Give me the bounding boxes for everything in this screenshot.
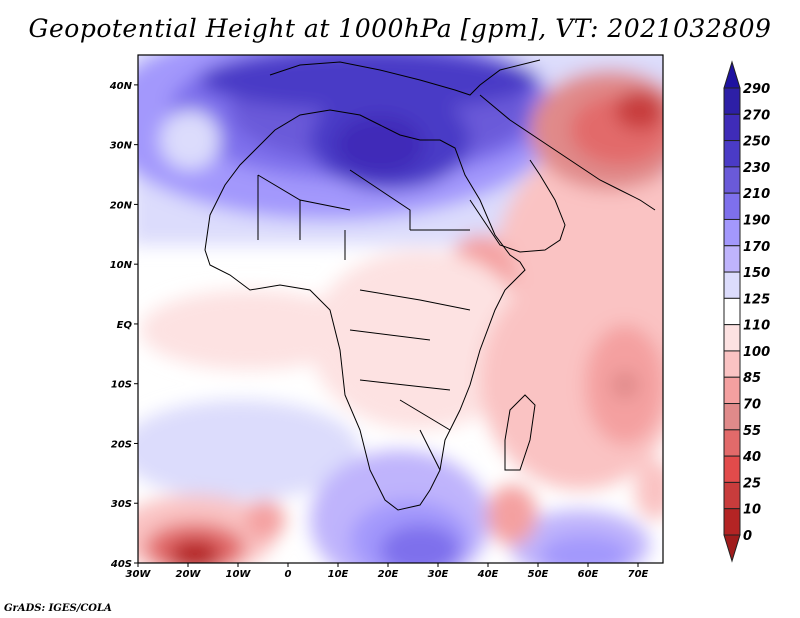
coastlines xyxy=(204,59,656,511)
x-tick-label: 30W xyxy=(126,569,152,580)
y-tick-label: EQ xyxy=(117,320,133,331)
colorbar-label: 210 xyxy=(743,187,770,202)
colorbar-swatch xyxy=(723,140,741,168)
y-axis: 40N 30N 20N 10N EQ 10S 20S 30S 40S xyxy=(109,81,138,570)
colorbar-label: 10 xyxy=(743,503,761,518)
colorbar-swatch xyxy=(723,245,741,273)
colorbar-swatch xyxy=(723,113,741,142)
colorbar-label: 25 xyxy=(743,476,761,491)
y-tick-label: 40S xyxy=(110,559,132,570)
y-tick-label: 20N xyxy=(110,200,133,211)
y-tick-label: 20S xyxy=(111,439,132,450)
x-axis: 30W 20W 10W 0 10E 20E 30E 40E 50E 60E 70E xyxy=(126,563,649,580)
colorbar-swatch xyxy=(723,403,741,431)
grads-credit: GrADS: IGES/COLA xyxy=(4,603,112,614)
colorbar-swatch xyxy=(723,166,741,194)
colorbar-label: 290 xyxy=(743,82,770,97)
colorbar-label: 55 xyxy=(743,424,761,439)
colorbar-swatch xyxy=(723,429,741,457)
x-tick-label: 20E xyxy=(378,569,399,580)
plot-frame xyxy=(137,54,664,564)
colorbar-swatch xyxy=(723,87,741,115)
colorbar-label: 270 xyxy=(743,108,770,123)
colorbar-extend-high xyxy=(723,60,741,89)
y-tick-label: 40N xyxy=(109,81,133,92)
colorbar-label: 230 xyxy=(743,161,770,176)
colorbar-label: 170 xyxy=(743,240,770,255)
colorbar-label: 100 xyxy=(743,345,770,360)
x-tick-label: 0 xyxy=(285,569,292,580)
y-tick-label: 30N xyxy=(110,141,133,152)
contour-field xyxy=(138,55,663,563)
colorbar-label: 85 xyxy=(743,371,761,386)
x-tick-label: 10W xyxy=(226,569,252,580)
colorbar: 2902702502302101901701501251101008570554… xyxy=(723,60,770,563)
x-tick-label: 50E xyxy=(528,569,549,580)
colorbar-swatch xyxy=(723,376,741,405)
colorbar-swatch xyxy=(723,481,741,510)
colorbar-swatch xyxy=(723,508,741,536)
x-tick-label: 40E xyxy=(477,569,499,580)
x-tick-label: 20W xyxy=(176,569,202,580)
x-tick-label: 70E xyxy=(628,569,649,580)
colorbar-swatch xyxy=(723,324,741,352)
colorbar-swatch xyxy=(723,455,741,483)
x-tick-label: 60E xyxy=(578,569,599,580)
colorbar-label: 150 xyxy=(743,266,770,281)
colorbar-label: 40 xyxy=(742,450,761,465)
colorbar-swatch xyxy=(723,297,741,326)
colorbar-label: 70 xyxy=(743,398,761,413)
colorbar-label: 110 xyxy=(743,319,770,334)
colorbar-swatch xyxy=(723,271,741,299)
colorbar-label: 190 xyxy=(743,213,770,228)
chart-title: Geopotential Height at 1000hPa [gpm], VT… xyxy=(28,14,772,43)
y-tick-label: 10S xyxy=(111,380,132,391)
colorbar-label: 0 xyxy=(743,529,752,544)
colorbar-label: 250 xyxy=(743,135,770,150)
colorbar-swatch xyxy=(723,192,741,220)
x-tick-label: 10E xyxy=(328,569,349,580)
y-tick-label: 30S xyxy=(111,499,132,510)
colorbar-extend-low xyxy=(723,534,741,563)
colorbar-swatch xyxy=(723,218,741,247)
x-tick-label: 30E xyxy=(428,569,449,580)
y-tick-label: 10N xyxy=(110,260,133,271)
colorbar-swatch xyxy=(723,350,741,378)
colorbar-label: 125 xyxy=(743,292,770,307)
